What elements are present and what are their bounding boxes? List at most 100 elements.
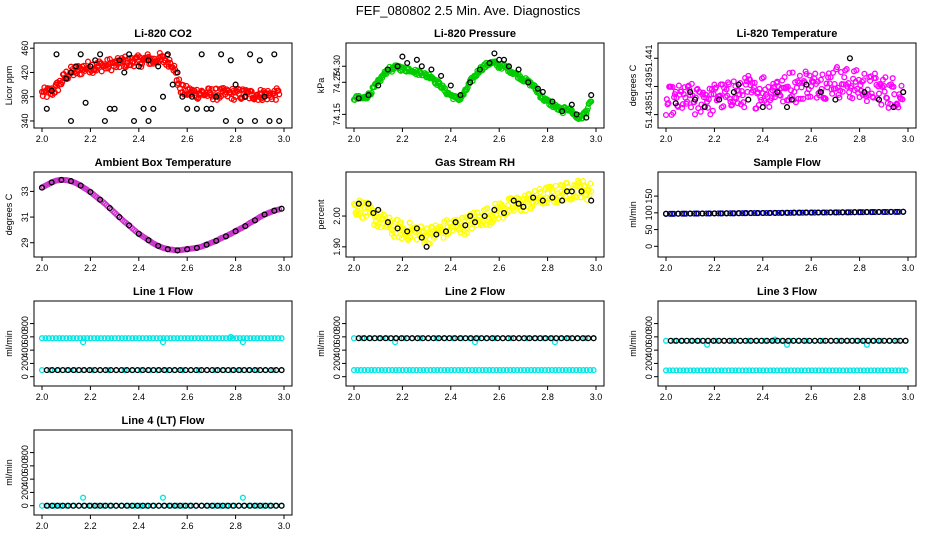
data-point-series-1 [683, 367, 690, 374]
data-point-series-1 [729, 101, 736, 108]
data-point-series-3 [742, 337, 749, 344]
data-point-series-1 [159, 494, 167, 501]
data-point-series-2 [355, 95, 362, 102]
y-tick-label: 600 [20, 458, 30, 473]
data-point-series-1 [354, 367, 361, 374]
data-point-series-1 [257, 86, 264, 93]
data-point-series-3 [881, 337, 888, 344]
data-point-series-2 [251, 217, 259, 224]
data-point-series-1 [845, 80, 852, 87]
data-point-series-2 [588, 92, 595, 99]
data-point-series-1 [878, 101, 885, 108]
data-point-series-1 [771, 94, 778, 101]
data-point-series-2 [717, 210, 724, 217]
data-point-series-2 [507, 335, 515, 342]
x-tick-label: 2.6 [805, 134, 818, 144]
data-point-series-1 [725, 367, 732, 374]
y-axis-label: kPa [316, 78, 326, 94]
x-tick-label: 2.0 [36, 392, 49, 402]
data-point-series-1 [392, 230, 399, 237]
data-point-series-2 [857, 209, 864, 216]
data-point-series-1 [857, 367, 864, 374]
data-point-series-1 [240, 335, 247, 342]
data-point-series-1 [247, 335, 254, 342]
data-point-series-1 [531, 367, 538, 374]
x-tick-label: 2.6 [181, 392, 194, 402]
y-tick-label: 31 [20, 212, 30, 222]
data-point-series-2 [278, 502, 285, 509]
panel-temperature: Li-820 Temperature 2.0 2.2 2.4 2.6 2.8 3.0 51.4… [628, 28, 917, 144]
data-point-series-2 [428, 66, 435, 73]
data-point-series-1 [49, 335, 56, 342]
y-tick-label: 600 [20, 329, 30, 344]
data-point-series-1 [180, 502, 187, 509]
data-point-series-2 [111, 105, 118, 112]
data-point-series-1 [766, 103, 773, 110]
data-point-series-2 [222, 233, 229, 240]
data-point-series-1 [711, 367, 718, 374]
x-tick-label: 2.0 [36, 521, 49, 531]
x-tick-label: 2.4 [757, 263, 770, 273]
x-tick-label: 2.6 [181, 263, 194, 273]
data-point-series-2 [716, 96, 723, 103]
data-point-series-2 [471, 219, 479, 226]
data-point-series-1 [744, 88, 751, 95]
data-point-series-1 [413, 236, 420, 243]
y-tick-label: 29 [20, 238, 30, 248]
data-point-series-1 [833, 367, 840, 374]
data-point-series-1 [763, 209, 770, 217]
y-tick-label: 33 [20, 186, 30, 196]
data-point-series-1 [867, 367, 874, 374]
data-point-series-1 [669, 83, 676, 91]
panel-title: Gas Stream RH [435, 157, 515, 169]
data-point-series-2 [803, 81, 810, 88]
x-tick-label: 2.8 [541, 392, 554, 402]
data-point-series-3 [257, 367, 264, 374]
x-tick-label: 2.4 [445, 263, 458, 273]
data-point-series-1 [843, 367, 850, 374]
data-point-series-2 [359, 335, 366, 342]
data-point-series-2 [384, 66, 391, 73]
data-point-series-1 [741, 104, 748, 111]
y-tick-label: 600 [332, 329, 342, 344]
data-point-series-1 [823, 80, 830, 87]
data-point-series-1 [403, 367, 410, 374]
data-point-series-1 [205, 85, 213, 92]
x-tick-label: 2.4 [133, 521, 146, 531]
data-point-series-2 [212, 367, 219, 374]
data-point-series-1 [160, 335, 167, 342]
data-point-series-2 [87, 188, 94, 196]
data-point-series-1 [844, 83, 851, 90]
data-point-series-1 [702, 91, 709, 98]
data-point-series-1 [697, 108, 704, 115]
data-point-series-1 [676, 367, 683, 374]
data-point-series-1 [559, 182, 566, 189]
data-point-series-1 [749, 367, 756, 374]
data-point-series-2 [565, 335, 572, 342]
data-point-series-1 [676, 91, 683, 98]
data-point-series-1 [679, 210, 686, 217]
data-point-series-1 [163, 335, 171, 342]
data-point-series-2 [748, 210, 755, 217]
data-point-series-2 [399, 53, 406, 60]
data-point-series-1 [777, 92, 784, 99]
data-point-series-1 [853, 367, 861, 374]
data-point-series-1 [727, 98, 734, 105]
data-point-series-1 [839, 88, 846, 95]
data-point-series-2 [227, 57, 234, 64]
data-point-series-2 [821, 209, 828, 216]
panel-title: Li-820 CO2 [134, 28, 191, 40]
data-point-series-2 [48, 87, 55, 94]
data-point-series-1 [458, 367, 465, 374]
data-point-series-2 [701, 104, 708, 111]
y-tick-label: 600 [644, 329, 654, 344]
data-point-series-2 [900, 89, 907, 96]
data-point-series-1 [705, 96, 712, 103]
data-point-series-1 [899, 367, 906, 374]
data-point-series-1 [483, 221, 490, 228]
x-tick-label: 3.0 [590, 392, 603, 402]
data-point-series-2 [735, 210, 743, 217]
data-point-series-1 [825, 74, 832, 81]
data-point-series-2 [681, 210, 688, 217]
data-point-series-1 [841, 74, 848, 81]
